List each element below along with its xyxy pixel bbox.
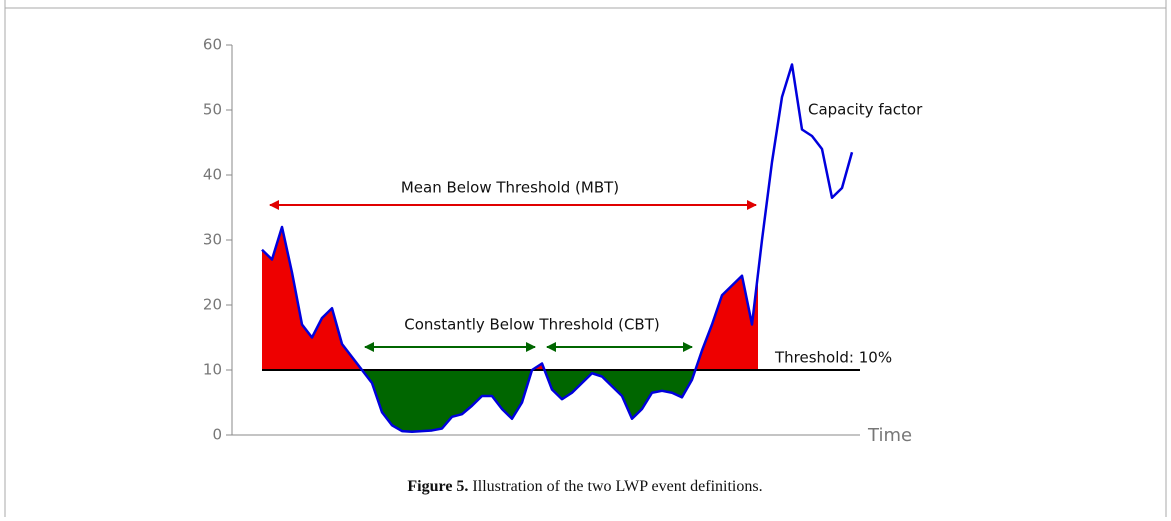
plot: 0 10 20 30 40 50 60 <box>203 36 860 444</box>
line <box>261 63 854 433</box>
above-area <box>262 227 758 370</box>
caption: Figure 5. Illustration of the two LWP ev… <box>407 478 762 495</box>
below-area <box>262 370 758 432</box>
caption-label: Figure 5. <box>407 478 468 495</box>
y-tick-label: 20 <box>203 296 222 314</box>
caption-text: Illustration of the two LWP event defini… <box>468 478 762 495</box>
line-label: Capacity factor <box>808 101 923 119</box>
threshold-label: Threshold: 10% <box>774 349 892 367</box>
x-axis-label: Time <box>867 425 912 446</box>
y-tick-label: 60 <box>203 36 222 54</box>
y-tick-label: 10 <box>203 361 222 379</box>
frame <box>4 0 1167 517</box>
y-tick-label: 40 <box>203 166 222 184</box>
y-tick-label: 50 <box>203 101 222 119</box>
y-tick-label: 30 <box>203 231 222 249</box>
mbt-label: Mean Below Threshold (MBT) <box>401 179 619 197</box>
y-tick-label: 0 <box>212 426 222 444</box>
cbt-label: Constantly Below Threshold (CBT) <box>404 316 659 334</box>
